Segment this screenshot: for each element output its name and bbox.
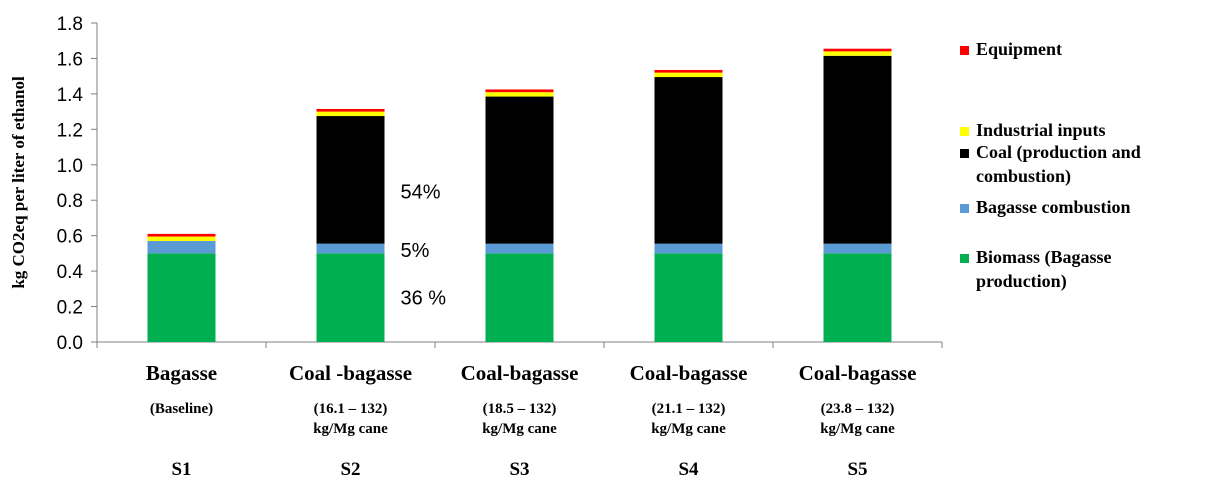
y-tick-label: 1.4 — [57, 85, 84, 106]
category-label: Coal-bagasse — [799, 361, 917, 385]
bar-segment — [654, 69, 723, 73]
y-axis-title: kg CO2eq per liter of ethanol — [9, 76, 28, 289]
category-unit-label: kg/Mg cane — [820, 421, 895, 437]
y-tick-label: 1.2 — [57, 120, 83, 141]
bar-segment — [485, 89, 554, 93]
legend-label: production) — [976, 271, 1067, 292]
category-label: Coal-bagasse — [630, 361, 748, 385]
bar-segment — [485, 243, 554, 254]
category-sublabel: (23.8 – 132) — [821, 401, 895, 417]
bar-segment — [485, 96, 554, 244]
bar-segment — [823, 243, 892, 254]
annotations: 54% 5% 36 % — [401, 181, 447, 309]
category-unit-label: kg/Mg cane — [482, 421, 557, 437]
bar-segment — [823, 253, 892, 342]
bar-segment — [654, 72, 723, 78]
bar-segment — [823, 55, 892, 244]
category-label: Coal-bagasse — [461, 361, 579, 385]
legend-label: Coal (production and — [976, 142, 1141, 163]
legend-swatch — [960, 149, 969, 158]
scenario-label: S4 — [678, 459, 699, 480]
percent-annotation: 5% — [401, 240, 430, 262]
bars — [147, 48, 892, 342]
category-label: Coal -bagasse — [289, 361, 412, 385]
bar-segment — [147, 233, 216, 237]
bar-segment — [654, 77, 723, 244]
legend-label: Equipment — [976, 39, 1062, 59]
bar-segment — [147, 236, 216, 241]
category-unit-label: kg/Mg cane — [313, 421, 388, 437]
legend-swatch — [960, 254, 969, 263]
percent-annotation: 54% — [401, 181, 441, 203]
scenario-label: S2 — [340, 459, 360, 480]
category-sublabel: (21.1 – 132) — [652, 401, 726, 417]
y-tick-label: 1.8 — [57, 14, 83, 35]
legend-swatch — [960, 127, 969, 136]
bar-segment — [316, 243, 385, 254]
category-unit-label: kg/Mg cane — [651, 421, 726, 437]
x-axis: Bagasse (Baseline) S1 Coal -bagasse (16.1 – … — [96, 341, 943, 480]
legend-label: Biomass (Bagasse — [976, 247, 1112, 268]
category-label: Bagasse — [146, 361, 217, 385]
legend-label: Industrial inputs — [976, 120, 1106, 140]
bar-segment — [316, 108, 385, 112]
category-sublabel: (Baseline) — [150, 401, 213, 417]
scenario-label: S3 — [509, 459, 529, 480]
bar-segment — [485, 92, 554, 97]
scenario-label: S5 — [847, 459, 867, 480]
category-sublabel: (16.1 – 132) — [314, 401, 388, 417]
bar-segment — [316, 116, 385, 244]
legend-label: combustion) — [976, 166, 1071, 187]
legend-swatch — [960, 204, 969, 213]
bar-segment — [654, 253, 723, 342]
bar-segment — [823, 51, 892, 56]
bar-segment — [485, 253, 554, 342]
y-tick-label: 0.8 — [57, 191, 83, 212]
y-tick-label: 0.4 — [57, 262, 84, 283]
legend-swatch — [960, 46, 969, 55]
y-tick-label: 0.6 — [57, 227, 83, 248]
bar-segment — [147, 240, 216, 254]
scenario-label: S1 — [171, 459, 191, 480]
bar-segment — [316, 111, 385, 117]
percent-annotation: 36 % — [401, 288, 447, 310]
bar-segment — [316, 253, 385, 342]
bar-segment — [823, 48, 892, 52]
y-tick-label: 0.0 — [57, 333, 83, 354]
legend-label: Bagasse combustion — [976, 197, 1131, 217]
y-axis: 0.0 0.2 0.4 0.6 0.8 1.0 1.2 1.4 1.6 1.8 kg CO2eq p… — [9, 14, 98, 354]
y-tick-label: 1.6 — [57, 49, 83, 70]
bar-segment — [147, 253, 216, 342]
category-sublabel: (18.5 – 132) — [483, 401, 557, 417]
y-tick-label: 1.0 — [57, 156, 83, 177]
y-tick-label: 0.2 — [57, 298, 83, 319]
bar-segment — [654, 243, 723, 254]
